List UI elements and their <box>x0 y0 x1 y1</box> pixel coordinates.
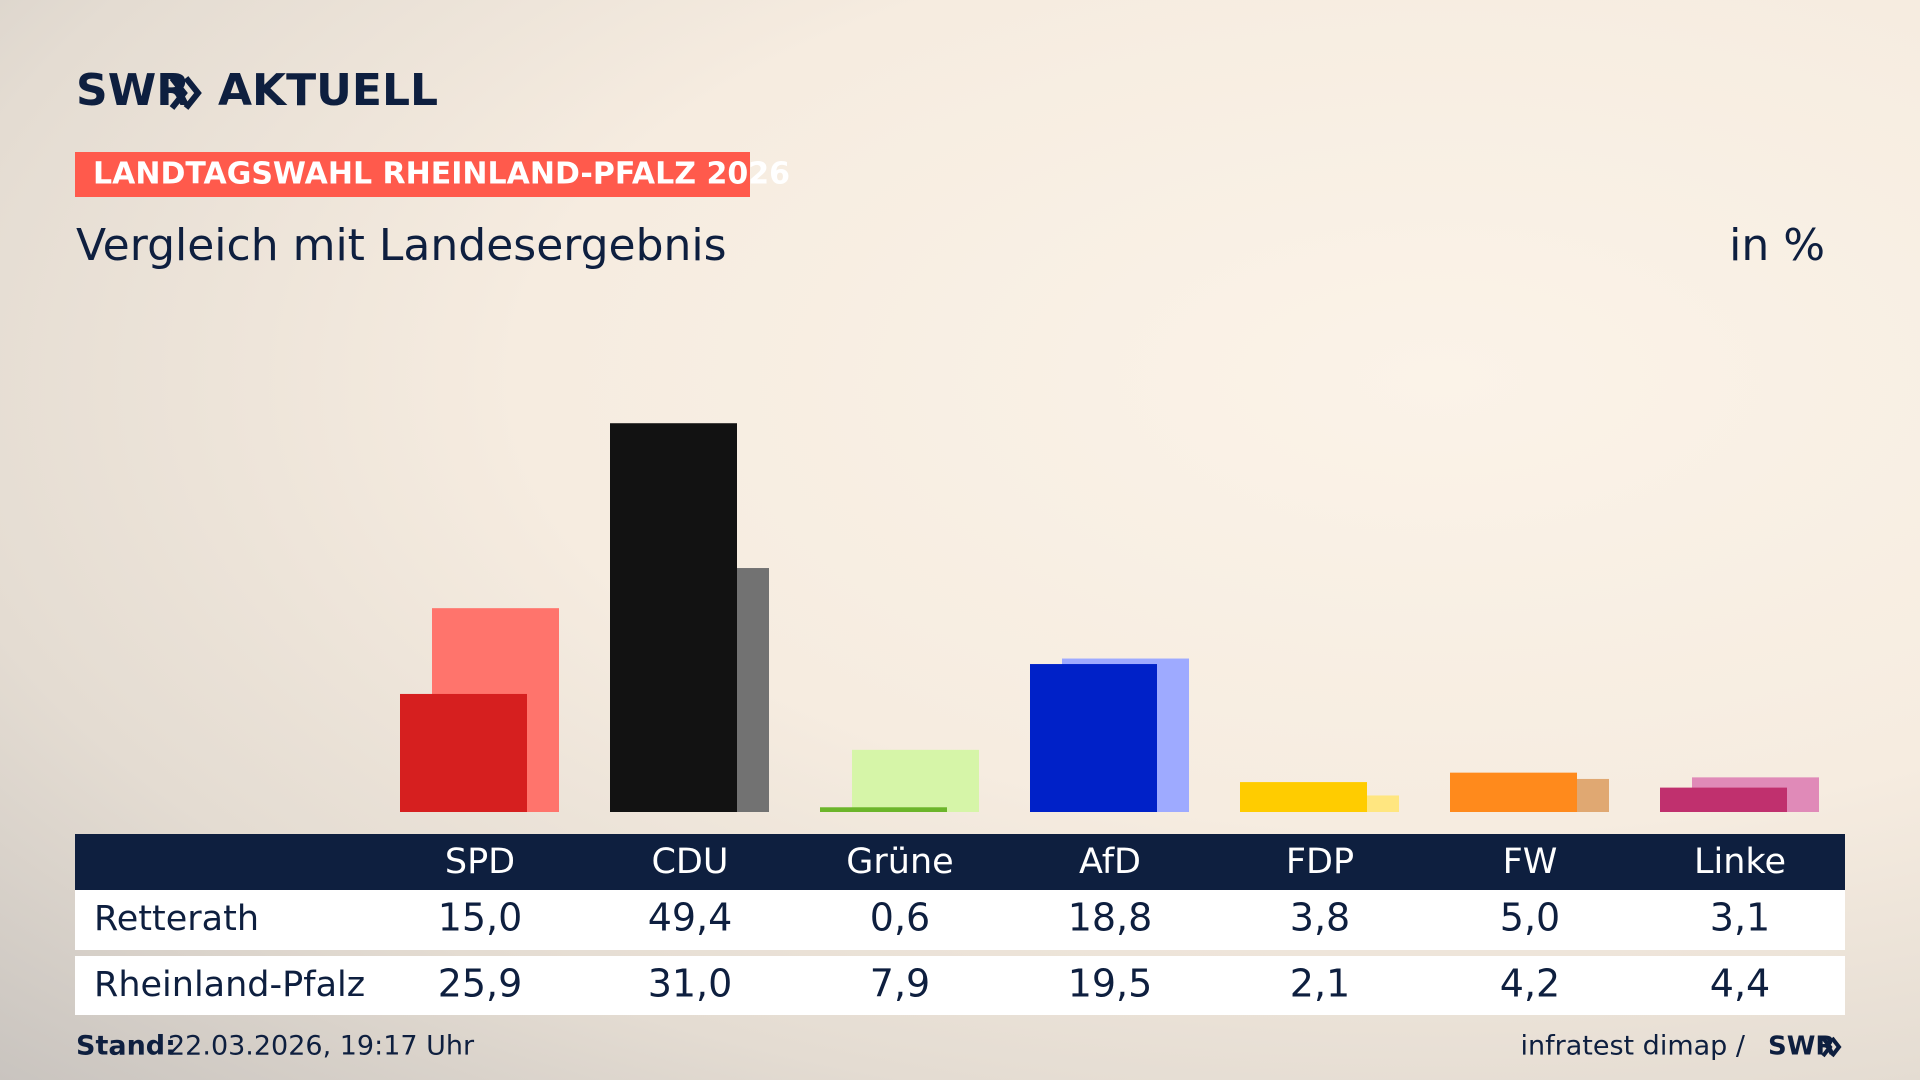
category-label: Linke <box>1694 842 1786 882</box>
badge: LANDTAGSWAHL RHEINLAND-PFALZ 2026 <box>93 157 790 192</box>
value-label: 15,0 <box>438 896 523 940</box>
category-label: SPD <box>445 842 515 882</box>
value-label: 19,5 <box>1068 962 1153 1006</box>
source-chevrons <box>1821 1036 1842 1058</box>
value-label: 3,8 <box>1290 896 1350 940</box>
value-label: 4,2 <box>1500 962 1560 1006</box>
table-header <box>75 834 1845 890</box>
value-label: 25,9 <box>438 962 523 1006</box>
unit: in % <box>1729 220 1825 271</box>
table-row <box>75 956 1845 1015</box>
value-label: 0,6 <box>870 896 930 940</box>
logo-product: AKTUELL <box>218 65 438 116</box>
category-label: AfD <box>1079 842 1141 882</box>
bar <box>1240 782 1367 812</box>
category-label: Grüne <box>846 842 953 882</box>
value-label: 31,0 <box>648 962 733 1006</box>
value-label: 49,4 <box>648 896 733 940</box>
bar <box>610 423 737 812</box>
value-label: 4,4 <box>1710 962 1770 1006</box>
value-label: 2,1 <box>1290 962 1350 1006</box>
bar <box>1450 772 1577 812</box>
row-label: Retterath <box>94 899 259 939</box>
stand: 22.03.2026, 19:17 Uhr <box>168 1031 475 1062</box>
value-label: 18,8 <box>1068 896 1153 940</box>
category-label: FDP <box>1286 842 1354 882</box>
logo-chevrons <box>169 76 202 110</box>
table-row <box>75 890 1845 950</box>
row-label: Rheinland-Pfalz <box>94 965 365 1005</box>
category-label: FW <box>1503 842 1558 882</box>
logo: SWR <box>76 65 190 116</box>
bar <box>400 693 527 812</box>
value-label: 5,0 <box>1500 896 1560 940</box>
bar <box>1030 664 1157 812</box>
source-logo: SWR <box>1768 1032 1835 1062</box>
source: infratest dimap / <box>1520 1031 1745 1062</box>
stand-label: Stand: <box>76 1031 176 1062</box>
value-label: 7,9 <box>870 962 930 1006</box>
bar <box>1660 787 1787 812</box>
value-label: 3,1 <box>1710 896 1770 940</box>
badge-bg <box>75 152 750 197</box>
bar <box>852 749 979 812</box>
chart-title: Vergleich mit Landesergebnis <box>76 220 727 271</box>
bar <box>820 807 947 812</box>
category-label: CDU <box>651 842 728 882</box>
